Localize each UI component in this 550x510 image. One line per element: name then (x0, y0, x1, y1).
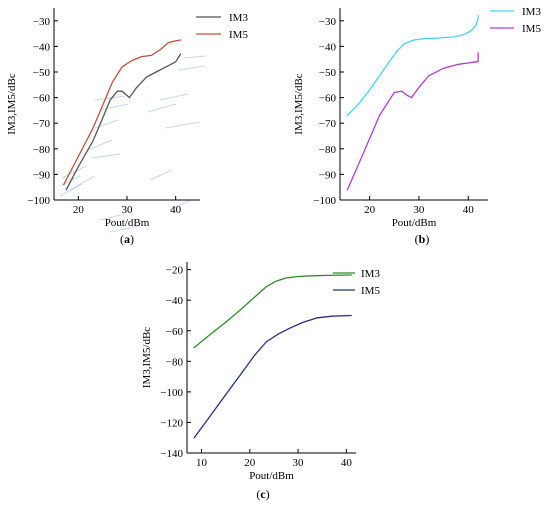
y-tick-label: −140 (160, 448, 183, 460)
panel-caption: (a) (120, 232, 134, 246)
y-axis-label: IM3,IM5/dBc (6, 73, 18, 135)
y-tick-label: −80 (319, 144, 337, 156)
legend-label: IM3 (522, 6, 541, 18)
scan-artifact (177, 65, 206, 71)
scan-artifact (149, 169, 173, 181)
series-line-im3 (346, 15, 479, 117)
scan-artifact (94, 95, 126, 101)
legend-label: IM3 (361, 268, 380, 280)
x-tick-label: 30 (293, 457, 305, 469)
panel-b: 20 30 40 −100 −90 −80 −70 −60 −50 −40 −30 Pout/dBm I… (293, 6, 541, 246)
x-tick-label: 20 (364, 204, 376, 216)
x-axis-label: Pout/dBm (249, 470, 294, 482)
series-line-im5 (346, 52, 479, 191)
legend-label: IM5 (229, 29, 248, 41)
scan-artifacts (59, 55, 207, 233)
scan-artifact (69, 175, 96, 191)
x-tick-label: 20 (244, 457, 256, 469)
panel-a: 20 30 40 −100 −90 −80 −70 −60 −50 −40 −30 Pout/dBm I… (6, 8, 248, 246)
scan-artifact (99, 103, 129, 111)
scan-artifact (164, 121, 201, 129)
scan-artifact (183, 55, 207, 59)
y-tick-label: −100 (160, 387, 183, 399)
scan-artifact (87, 139, 113, 151)
y-tick-label: −30 (319, 16, 337, 28)
scan-artifact (99, 213, 126, 221)
y-tick-label: −30 (33, 16, 51, 28)
series-line-im5 (193, 314, 352, 439)
panel-caption: (b) (415, 232, 430, 246)
y-tick-label: −80 (166, 356, 184, 368)
x-tick-label: 20 (73, 204, 85, 216)
series-line-im5 (63, 39, 182, 186)
scan-artifact (169, 199, 191, 211)
x-axis-label: Pout/dBm (105, 217, 150, 229)
series-line-im3 (193, 274, 352, 349)
scan-artifact (109, 225, 141, 233)
panel-c: 10 20 30 40 −140 −120 −100 −80 −60 −40 −20 Pout/dBm… (141, 262, 380, 501)
scan-artifact (61, 165, 87, 179)
y-tick-label: −50 (33, 67, 51, 79)
x-tick-label: 40 (341, 457, 353, 469)
y-axis-label: IM3,IM5/dBc (293, 73, 305, 135)
panel-caption: (c) (256, 487, 269, 501)
scan-artifact (59, 183, 83, 197)
legend-label: IM5 (361, 285, 380, 297)
x-tick-label: 30 (122, 204, 134, 216)
y-tick-label: −60 (319, 93, 337, 105)
x-axis-label: Pout/dBm (392, 217, 437, 229)
x-tick-label: 10 (196, 457, 208, 469)
x-tick-label: 40 (170, 204, 182, 216)
y-tick-label: −70 (319, 118, 337, 130)
x-tick-label: 40 (463, 204, 475, 216)
y-tick-label: −100 (313, 195, 336, 207)
y-tick-label: −50 (319, 67, 337, 79)
y-tick-label: −80 (33, 144, 51, 156)
y-tick-label: −100 (27, 195, 50, 207)
y-tick-label: −20 (166, 265, 184, 277)
y-tick-label: −60 (166, 326, 184, 338)
legend-label: IM5 (522, 23, 541, 35)
y-tick-label: −120 (160, 417, 183, 429)
scan-artifact (147, 103, 177, 113)
y-tick-label: −70 (33, 118, 51, 130)
series-line-im3 (65, 53, 182, 191)
scan-artifact (159, 93, 189, 101)
y-tick-label: −60 (33, 93, 51, 105)
y-tick-label: −90 (33, 169, 51, 181)
y-tick-label: −40 (33, 41, 51, 53)
y-tick-label: −90 (319, 169, 337, 181)
y-tick-label: −40 (319, 41, 337, 53)
y-tick-label: −40 (166, 295, 184, 307)
legend-label: IM3 (229, 12, 248, 24)
y-axis-label: IM3,IM5/dBc (141, 327, 153, 389)
scan-artifact (91, 153, 121, 159)
x-tick-label: 30 (413, 204, 425, 216)
